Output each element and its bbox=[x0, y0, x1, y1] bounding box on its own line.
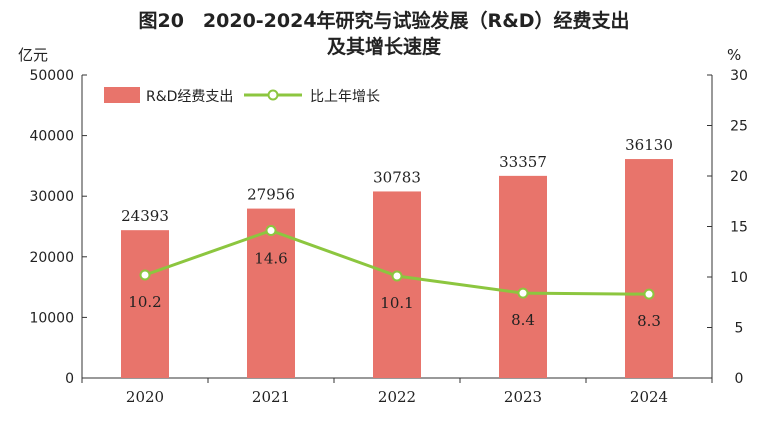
left-tick-label: 40000 bbox=[29, 129, 74, 145]
bar bbox=[373, 191, 421, 378]
bar-value-label: 30783 bbox=[373, 168, 421, 186]
left-tick-label: 30000 bbox=[29, 189, 74, 205]
bar bbox=[499, 175, 547, 378]
bar-value-label: 36130 bbox=[625, 136, 673, 154]
line-value-label: 14.6 bbox=[254, 250, 287, 268]
bar-value-label: 27956 bbox=[247, 186, 295, 204]
plot-area: 0 10000 20000 30000 40000 50000 0 5 10 15 20 25 30 20… bbox=[29, 68, 747, 406]
line-point bbox=[139, 269, 151, 281]
chart-title-line1: 图20 2020-2024年研究与试验发展（R&D）经费支出 bbox=[138, 10, 630, 32]
line-point bbox=[643, 288, 655, 300]
legend-swatch-bar bbox=[104, 87, 140, 103]
line-value-label: 8.3 bbox=[637, 312, 661, 330]
legend-label-line: 比上年增长 bbox=[310, 89, 380, 105]
x-tick-label: 2023 bbox=[504, 388, 542, 406]
right-tick-label: 15 bbox=[730, 220, 748, 236]
bar bbox=[625, 159, 673, 378]
line-value-label: 10.1 bbox=[380, 294, 413, 312]
left-tick-label: 0 bbox=[65, 371, 74, 387]
legend-label-bar: R&D经费支出 bbox=[146, 89, 233, 105]
x-tick-label: 2020 bbox=[126, 388, 164, 406]
right-tick-label: 10 bbox=[730, 270, 748, 286]
bar-value-label: 33357 bbox=[499, 153, 547, 171]
legend-swatch-marker bbox=[267, 89, 279, 101]
chart-title-line2: 及其增长速度 bbox=[326, 36, 441, 58]
left-tick-label: 50000 bbox=[29, 68, 74, 84]
line-value-label: 8.4 bbox=[511, 311, 535, 329]
x-tick-label: 2024 bbox=[630, 388, 668, 406]
right-axis-unit: % bbox=[727, 46, 741, 64]
line-point bbox=[265, 225, 277, 237]
x-tick-label: 2022 bbox=[378, 388, 416, 406]
bar bbox=[121, 230, 169, 378]
left-tick-label: 20000 bbox=[29, 250, 74, 266]
right-tick-label: 5 bbox=[735, 321, 744, 337]
right-tick-label: 20 bbox=[730, 169, 748, 185]
left-tick-label: 10000 bbox=[29, 310, 74, 326]
right-tick-label: 25 bbox=[730, 119, 748, 135]
left-axis-unit: 亿元 bbox=[18, 46, 48, 64]
right-tick-label: 0 bbox=[735, 371, 744, 387]
x-tick-label: 2021 bbox=[252, 388, 290, 406]
line-value-label: 10.2 bbox=[128, 293, 161, 311]
right-tick-label: 30 bbox=[730, 68, 748, 84]
bar-value-label: 24393 bbox=[121, 207, 169, 225]
line-point bbox=[517, 287, 529, 299]
line-point bbox=[391, 270, 403, 282]
